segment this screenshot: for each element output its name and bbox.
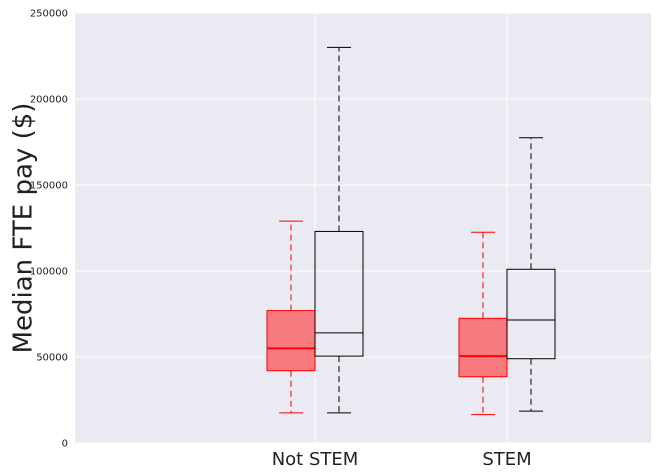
x-tick-label-0: Not STEM	[272, 449, 359, 470]
y-tick-label-1: 50000	[36, 353, 68, 364]
x-tick-label-1: STEM	[482, 449, 531, 470]
red-box-not-stem	[266, 220, 316, 414]
box-body	[314, 230, 364, 357]
red-box-stem	[458, 231, 508, 416]
box-body	[458, 317, 508, 378]
black-box-stem	[506, 137, 556, 412]
y-axis-label: Median FTE pay ($)	[9, 103, 39, 354]
y-tick-label-0: 0	[62, 439, 68, 450]
y-tick-label-2: 100000	[30, 267, 68, 278]
boxes	[266, 46, 556, 416]
y-tick-label-3: 150000	[30, 181, 68, 192]
y-tick-label-5: 250000	[30, 9, 68, 20]
box-body	[266, 310, 316, 372]
x-tick-labels: Not STEM STEM	[272, 449, 532, 470]
box-body	[506, 268, 556, 360]
plot-background	[75, 13, 651, 443]
y-tick-labels: 0 50000 100000 150000 200000 250000	[30, 9, 68, 450]
y-tick-label-4: 200000	[30, 95, 68, 106]
black-box-not-stem	[314, 46, 364, 414]
